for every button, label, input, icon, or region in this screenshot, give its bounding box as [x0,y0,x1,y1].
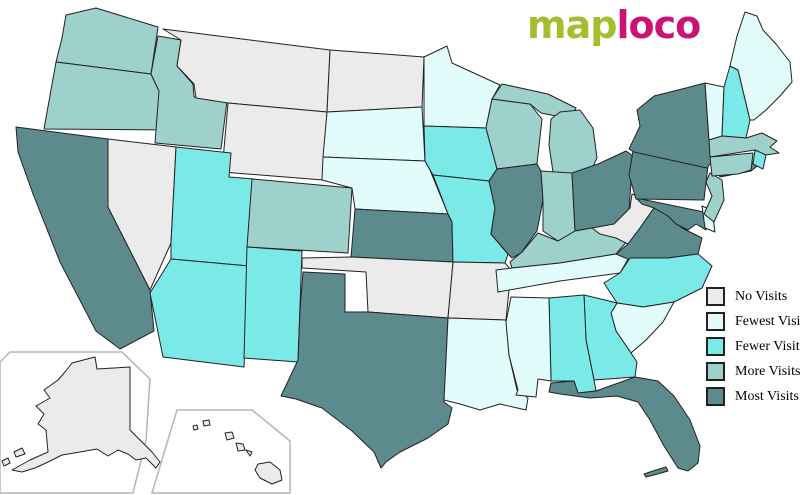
state-florida[interactable] [548,376,701,472]
states-group [1,7,793,485]
legend-item-more-visits: More Visits [706,362,800,381]
state-hawaii-big-island[interactable] [254,461,283,485]
state-massachusetts[interactable] [708,132,780,158]
state-alaska-island-1[interactable] [13,447,26,458]
state-texas[interactable] [280,271,453,469]
state-alaska[interactable] [11,356,161,473]
state-hawaii-maui[interactable] [245,449,253,457]
legend-swatch-more-visits [706,362,725,381]
legend: No Visits Fewest Visits Fewer Visits Mor… [706,287,800,413]
state-hawaii-kauai[interactable] [202,419,211,427]
legend-label-no-visits: No Visits [735,288,788,304]
legend-label-fewest-visits: Fewest Visits [735,313,800,329]
legend-swatch-most-visits [706,387,725,406]
legend-label-most-visits: Most Visits [735,388,799,404]
state-south-dakota[interactable] [322,106,426,162]
state-new-mexico[interactable] [243,246,303,363]
state-arizona[interactable] [149,258,250,368]
logo-loco: loco [616,3,701,47]
state-hawaii-niihau[interactable] [192,424,199,431]
state-florida-keys[interactable] [643,466,669,478]
alaska-inset-box [0,351,151,494]
legend-swatch-fewer-visits [706,337,725,356]
legend-label-more-visits: More Visits [735,363,800,379]
state-kansas[interactable] [350,208,454,263]
state-wisconsin[interactable] [485,98,543,170]
legend-label-fewer-visits: Fewer Visits [735,338,800,354]
state-hawaii-molokai[interactable] [235,442,246,452]
logo-map: map [527,3,617,47]
state-mississippi[interactable] [505,296,552,398]
state-iowa[interactable] [423,125,498,182]
state-alaska-island-2[interactable] [1,457,11,467]
inset-boxes [0,351,291,494]
state-illinois[interactable] [488,163,544,259]
state-indiana[interactable] [540,170,576,242]
state-north-dakota[interactable] [326,49,425,113]
state-colorado[interactable] [246,178,353,254]
state-maine[interactable] [729,11,793,121]
legend-item-most-visits: Most Visits [706,387,800,406]
legend-swatch-no-visits [706,287,725,306]
state-new-jersey[interactable] [703,172,725,223]
legend-item-fewer-visits: Fewer Visits [706,337,800,356]
hawaii-inset-box [150,409,291,494]
state-arkansas[interactable] [447,261,512,321]
legend-item-no-visits: No Visits [706,287,800,306]
maploco-logo: maploco [527,3,701,47]
legend-item-fewest-visits: Fewest Visits [706,312,800,331]
state-connecticut[interactable] [709,152,754,177]
state-michigan[interactable] [548,109,598,176]
state-wyoming[interactable] [221,102,328,181]
state-rhode-island[interactable] [752,149,767,170]
state-hawaii-oahu[interactable] [224,431,235,441]
legend-swatch-fewest-visits [706,312,725,331]
state-nevada[interactable] [107,138,177,291]
